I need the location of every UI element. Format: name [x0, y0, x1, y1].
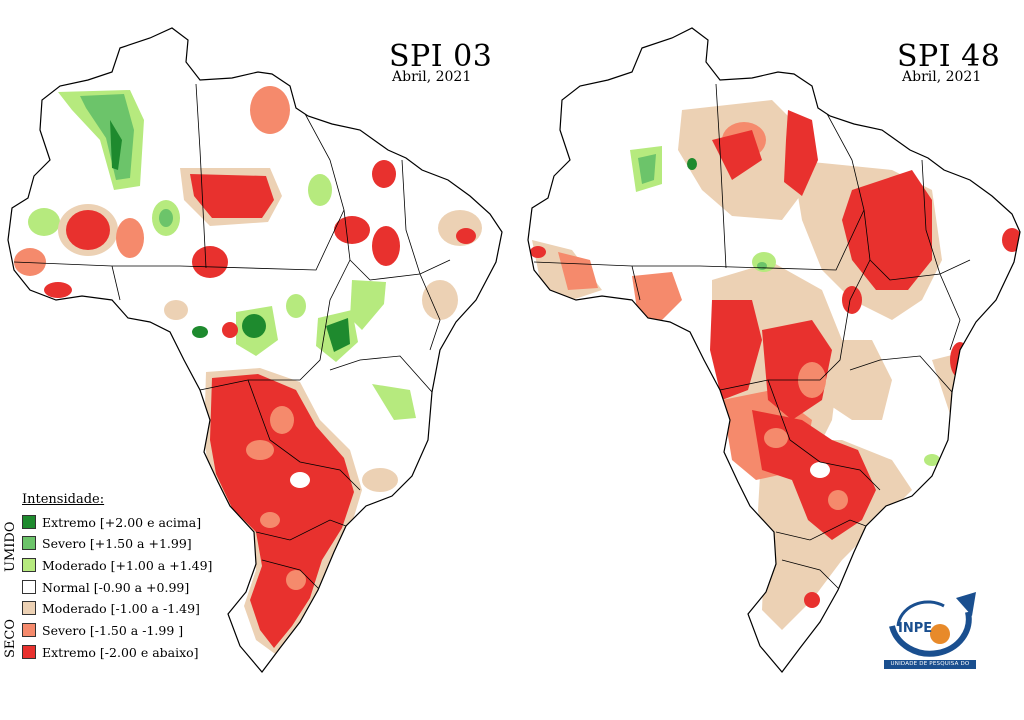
legend-swatch [22, 536, 36, 550]
inpe-caption: UNIDADE DE PESQUISA DO MCTIC [884, 660, 976, 676]
inpe-logo-text: INPE [898, 621, 932, 636]
spi03-panel: SPI 03 Abril, 2021 UMIDO SECO Intensidad… [0, 27, 503, 673]
legend-label: Extremo [+2.00 e acima] [42, 514, 202, 530]
left-map-subtitle: Abril, 2021 [392, 69, 472, 85]
legend-swatch [22, 623, 36, 637]
legend-title: Intensidade: [22, 492, 105, 507]
legend: Intensidade: Extremo [+2.00 e acima] Sev… [0, 490, 215, 665]
legend-swatch [22, 558, 36, 572]
legend-swatch [22, 515, 36, 529]
legend-item-normal: Normal [-0.90 a +0.99] [22, 579, 189, 595]
spi48-map [527, 27, 1021, 673]
legend-swatch [22, 645, 36, 659]
legend-item-wet-severe: Severo [+1.50 a +1.99] [22, 535, 192, 551]
legend-label: Extremo [-2.00 e abaixo] [42, 644, 199, 660]
legend-label: Severo [-1.50 a -1.99 ] [42, 622, 184, 638]
inpe-logo: INPE [889, 592, 976, 657]
legend-item-wet-extreme: Extremo [+2.00 e acima] [22, 514, 201, 530]
right-map-title: SPI 48 [897, 39, 1001, 74]
legend-item-dry-moderate: Moderado [-1.00 a -1.49] [22, 600, 200, 616]
legend-item-dry-extreme: Extremo [-2.00 e abaixo] [22, 644, 199, 660]
legend-swatch [22, 580, 36, 594]
spi48-panel: SPI 48 Abril, 2021 [512, 0, 1024, 720]
right-map-subtitle: Abril, 2021 [902, 69, 982, 85]
legend-item-dry-severe: Severo [-1.50 a -1.99 ] [22, 622, 183, 638]
legend-label: Moderado [-1.00 a -1.49] [42, 600, 200, 616]
legend-label: Severo [+1.50 a +1.99] [42, 535, 192, 551]
left-map-title: SPI 03 [389, 39, 493, 74]
legend-label: Normal [-0.90 a +0.99] [42, 579, 190, 595]
legend-item-wet-moderate: Moderado [+1.00 a +1.49] [22, 557, 212, 573]
legend-swatch [22, 601, 36, 615]
legend-label: Moderado [+1.00 a +1.49] [42, 557, 213, 573]
spi03-map [7, 27, 503, 673]
